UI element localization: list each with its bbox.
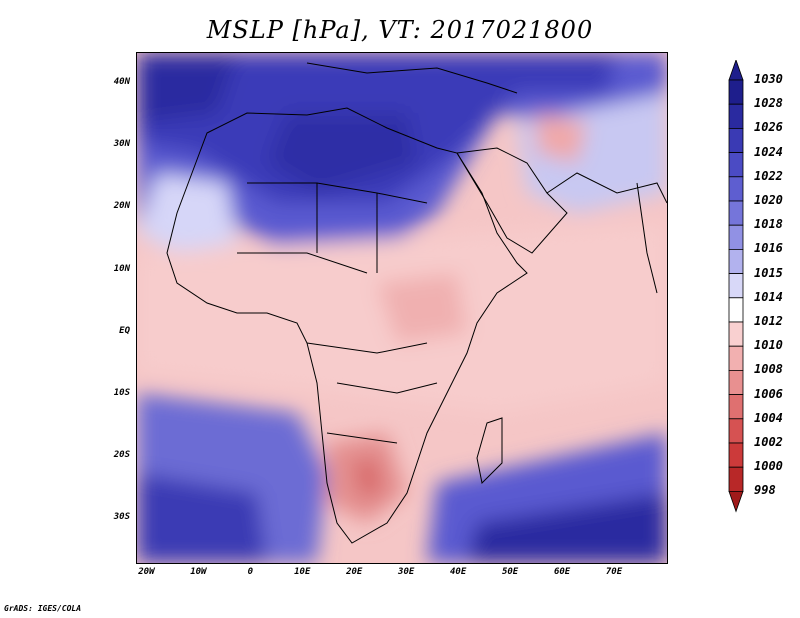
colorbar-swatch [728,442,744,468]
lat-tick-label: 40N [113,77,130,88]
lat-tick-label: 10S [113,388,130,399]
sahara-high [267,113,417,193]
india-coastline [636,182,658,294]
south-indian-core [467,493,667,563]
colorbar-label: 1022 [754,168,783,183]
coastlines [166,62,667,544]
lon-tick-label: 30E [398,567,415,577]
west-africa-light [137,173,237,253]
iran-low [537,113,587,163]
map-panel [136,52,668,564]
colorbar-swatch [728,248,744,274]
lon-tick-label: 20W [138,567,155,577]
colorbar-label: 1015 [754,265,783,280]
colorbar-label: 1024 [754,144,783,159]
colorbar-label: 1028 [754,96,783,111]
south-atlantic-core [137,473,267,563]
lat-tick-label: 30N [113,139,130,150]
lon-tick-label: 40E [450,567,467,577]
colorbar-label: 1012 [754,314,783,328]
pressure-map [137,53,667,563]
colorbar-max-arrow [728,58,744,81]
colorbar-label: 1010 [754,338,783,353]
colorbar-swatch [728,345,744,371]
east-africa-low [377,273,467,343]
colorbar-label: 1020 [754,193,783,207]
lat-tick-label: 20S [113,450,130,461]
lat-tick-label: 10N [113,263,130,274]
lat-tick-label: 20N [113,201,130,212]
colorbar-label: 1000 [754,459,783,474]
colorbar-label: 1002 [754,435,783,449]
atlantic-high-north [137,53,237,123]
colorbar-label: 1006 [754,386,783,401]
grads-credit: GrADS: IGES/COLA [4,604,82,613]
colorbar-label: 1004 [754,410,783,425]
lon-tick-label: 50E [501,567,519,577]
lon-tick-label: 70E [605,567,623,577]
colorbar-swatch [728,369,744,395]
lon-tick-label: 0 [247,567,254,577]
colorbar-swatch [728,79,744,105]
southern-africa-low-core [352,458,382,498]
colorbar-swatch [728,152,744,178]
asia-coastline [546,172,667,204]
colorbar-swatch [728,224,744,250]
colorbar-swatch [728,394,744,420]
lon-tick-label: 20E [346,567,363,577]
colorbar-swatch [728,297,744,323]
country-borders [237,182,438,444]
colorbar-swatches [728,58,744,513]
colorbar-label: 1014 [754,289,783,304]
lat-tick-label: EQ [119,325,130,336]
lon-tick-label: 10W [190,567,207,577]
colorbar-swatch [728,418,744,444]
europe-coastline [306,62,518,94]
africa-coastline [166,107,528,544]
colorbar-swatch [728,176,744,202]
colorbar-swatch [728,466,744,492]
colorbar-min-arrow [728,490,744,513]
colorbar-label: 1016 [754,241,783,256]
colorbar: 1030 1028 1026 1024 1022 1020 1018 1016 1015 1014… [726,58,783,517]
colorbar-label: 1018 [754,217,783,232]
arabia-coastline [456,147,568,254]
lon-tick-label: 60E [553,567,571,577]
lat-tick-label: 30S [113,512,130,523]
colorbar-swatch [728,321,744,347]
colorbar-swatch [728,200,744,226]
lon-tick-label: 10E [294,567,311,577]
chart-title: MSLP [hPa], VT: 2017021800 [206,16,594,44]
colorbar-label: 1030 [754,72,783,86]
colorbar-swatch [728,103,744,129]
colorbar-swatch [728,128,744,154]
colorbar-swatch [728,273,744,299]
colorbar-label: 1026 [754,120,783,135]
colorbar-label: 1008 [754,362,783,377]
colorbar-label: 998 [754,483,776,498]
madagascar-coastline [476,417,503,485]
